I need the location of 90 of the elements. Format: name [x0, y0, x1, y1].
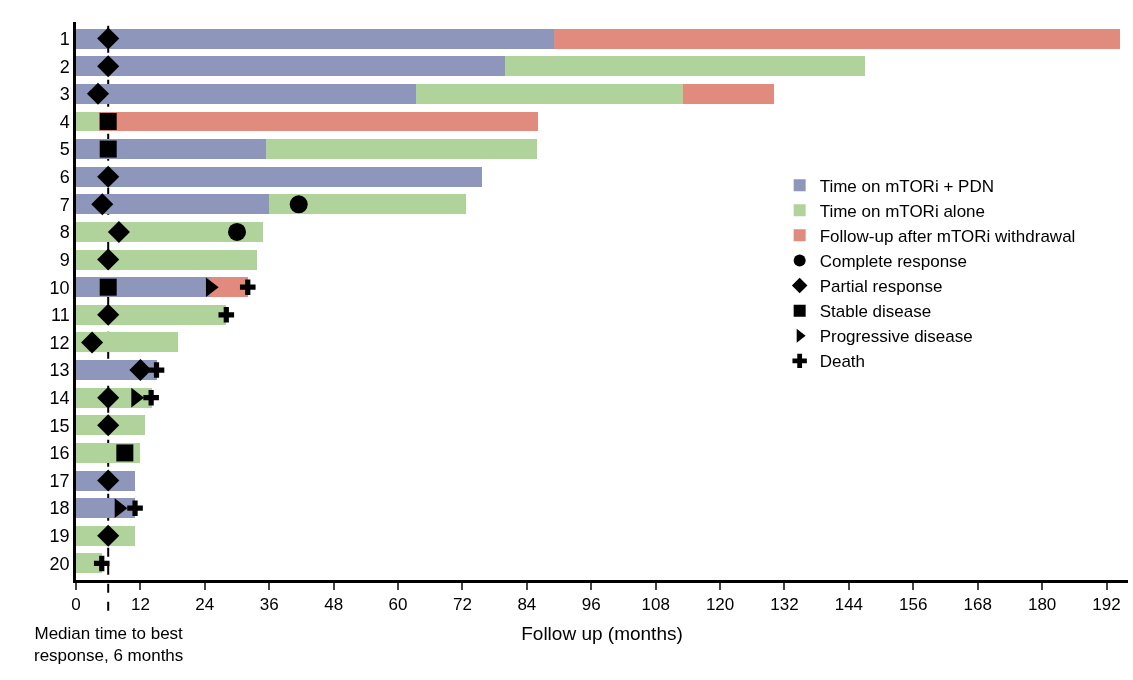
x-tick-label: 0 [71, 595, 81, 615]
y-tick-label: 13 [49, 360, 70, 381]
bar [76, 249, 258, 270]
y-tick-label: 16 [49, 443, 70, 464]
bar [76, 56, 506, 77]
x-tick-label: 48 [324, 595, 344, 615]
point [97, 386, 120, 409]
point [107, 220, 130, 243]
x-axis-title: Follow up (months) [521, 622, 683, 644]
bar [553, 28, 1120, 49]
bar [76, 194, 270, 215]
x-tick-label: 96 [581, 595, 601, 615]
y-tick-label: 9 [59, 249, 70, 270]
legend-label: Time on mTORi alone [819, 201, 985, 221]
point [86, 82, 110, 105]
legend-label: Follow-up after mTORi withdrawal [819, 226, 1076, 246]
bar [76, 111, 99, 132]
x-tick-label: 156 [899, 595, 928, 615]
point [239, 279, 256, 295]
point [97, 414, 120, 437]
legend-label: Partial response [819, 277, 943, 297]
point [127, 500, 143, 516]
y-tick-label: 6 [59, 166, 70, 187]
point [129, 359, 152, 382]
x-tick-label: 84 [517, 595, 537, 615]
point [114, 498, 128, 518]
point [97, 469, 120, 492]
y-tick-label: 19 [49, 526, 70, 547]
x-tick-label: 180 [1027, 595, 1057, 615]
x-tick-label: 24 [195, 595, 215, 615]
legend-label: Progressive disease [819, 327, 973, 347]
y-tick-label: 5 [59, 139, 70, 160]
x-tick-label: 192 [1092, 595, 1121, 615]
y-tick-label: 11 [50, 305, 70, 326]
x-tick-label: 12 [130, 595, 150, 615]
x-tick-label: 132 [770, 595, 799, 615]
point [289, 195, 308, 214]
bar [683, 83, 775, 104]
x-tick-label: 36 [259, 595, 279, 615]
point [143, 389, 159, 406]
point [97, 303, 120, 326]
point [97, 524, 120, 547]
bar [76, 83, 417, 104]
y-tick-label: 7 [59, 194, 70, 215]
bar [98, 111, 538, 132]
bar [505, 56, 865, 77]
point [97, 165, 120, 188]
bar [76, 166, 483, 187]
bar [76, 139, 266, 160]
y-tick-label: 18 [49, 498, 70, 519]
bar [269, 194, 467, 215]
point [228, 222, 247, 241]
point [99, 112, 117, 130]
point [205, 277, 219, 297]
y-tick-label: 10 [49, 277, 70, 298]
x-tick-label: 120 [705, 595, 735, 615]
bar [266, 139, 537, 160]
y-tick-label: 2 [59, 56, 70, 77]
point [218, 307, 235, 323]
x-tick-label: 168 [963, 595, 992, 615]
point [97, 248, 120, 271]
legend-label: Complete response [819, 252, 968, 272]
y-tick-label: 15 [49, 415, 70, 436]
ref-line-label: Median time to best response, 6 months [34, 624, 184, 666]
y-tick-label: 20 [49, 553, 70, 574]
y-tick-label: 3 [59, 84, 70, 105]
legend-label: Stable disease [819, 302, 932, 322]
point [91, 193, 114, 216]
x-tick-label: 108 [641, 595, 670, 615]
point [97, 55, 120, 78]
point [116, 444, 134, 462]
point [99, 140, 117, 158]
y-tick-label: 12 [49, 332, 70, 353]
bar [76, 28, 554, 49]
y-tick-label: 17 [49, 470, 70, 491]
point [148, 362, 165, 378]
bar [416, 83, 684, 104]
x-tick-label: 144 [834, 595, 864, 615]
point [97, 27, 120, 50]
legend-label: Death [819, 352, 866, 372]
legend-label: Time on mTORi + PDN [819, 176, 994, 196]
point [99, 278, 117, 296]
x-tick-label: 60 [388, 595, 408, 615]
y-tick-label: 14 [49, 387, 70, 408]
point [81, 331, 104, 354]
x-tick-label: 72 [452, 595, 472, 615]
y-tick-label: 1 [59, 28, 70, 49]
y-tick-label: 8 [59, 222, 70, 243]
y-tick-label: 4 [59, 111, 70, 132]
point [93, 555, 110, 572]
